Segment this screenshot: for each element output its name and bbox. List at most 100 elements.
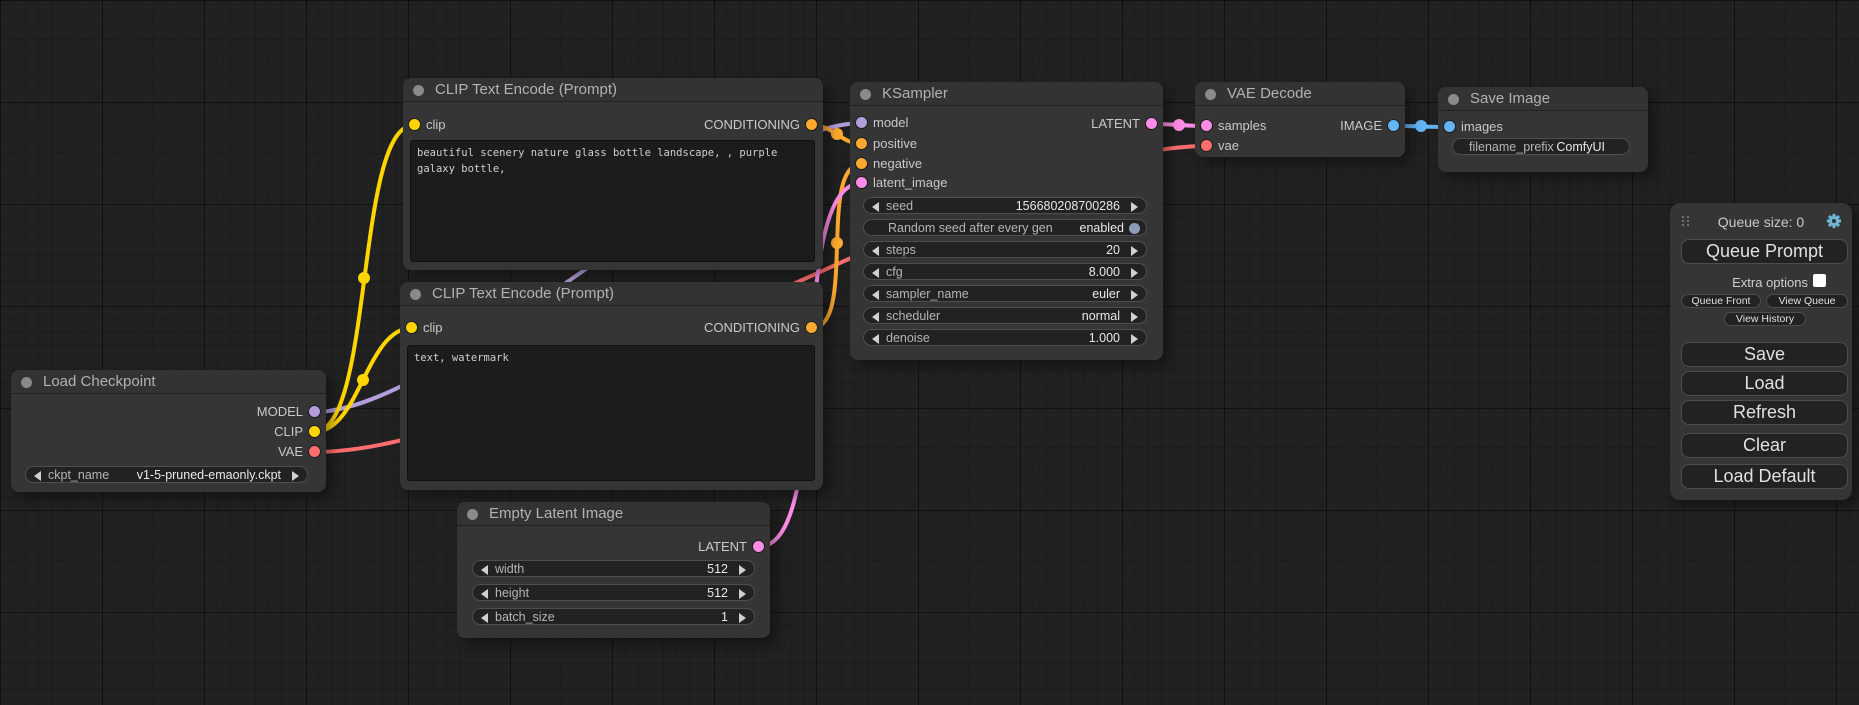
load-button[interactable]: Load	[1681, 371, 1848, 396]
widget-width[interactable]: width 512	[472, 560, 755, 577]
arrow-right-icon[interactable]	[1131, 311, 1138, 322]
widget-label: cfg	[886, 265, 903, 279]
latent-port-dot[interactable]	[753, 541, 764, 552]
arrow-right-icon[interactable]	[1131, 333, 1138, 344]
arrow-right-icon[interactable]	[1131, 245, 1138, 256]
toggle-dot-icon[interactable]	[1129, 222, 1140, 234]
extra-options-checkbox[interactable]	[1813, 274, 1826, 287]
collapse-dot-icon[interactable]	[860, 89, 871, 100]
arrow-left-icon[interactable]	[872, 333, 879, 344]
link-midpoint-dot	[831, 128, 843, 140]
widget-value: 512	[707, 586, 728, 600]
clear-button[interactable]: Clear	[1681, 433, 1848, 458]
view-queue-button[interactable]: View Queue	[1766, 294, 1848, 308]
collapse-dot-icon[interactable]	[410, 289, 421, 300]
node-load-checkpoint[interactable]: Load Checkpoint MODEL CLIP VAE ckpt_name…	[11, 370, 326, 492]
save-button[interactable]: Save	[1681, 342, 1848, 367]
arrow-left-icon[interactable]	[872, 201, 879, 212]
conditioning-port-dot[interactable]	[806, 322, 817, 333]
output-label: CLIP	[274, 424, 303, 439]
arrow-right-icon[interactable]	[739, 588, 746, 599]
arrow-right-icon[interactable]	[1131, 289, 1138, 300]
model-port-dot[interactable]	[856, 117, 867, 128]
arrow-left-icon[interactable]	[481, 588, 488, 599]
arrow-left-icon[interactable]	[872, 267, 879, 278]
image-port-dot[interactable]	[1444, 121, 1455, 132]
latent-port-dot[interactable]	[1201, 120, 1212, 131]
widget-height[interactable]: height 512	[472, 584, 755, 601]
arrow-right-icon[interactable]	[739, 564, 746, 575]
node-empty-latent-image[interactable]: Empty Latent Image LATENT width 512 heig…	[457, 502, 770, 638]
widget-cfg[interactable]: cfg 8.000	[863, 263, 1147, 280]
vae-port-dot[interactable]	[1201, 140, 1212, 151]
node-title-bar[interactable]: CLIP Text Encode (Prompt)	[403, 78, 823, 102]
queue-prompt-button[interactable]: Queue Prompt	[1681, 239, 1848, 264]
conditioning-port-dot[interactable]	[856, 138, 867, 149]
widget-denoise[interactable]: denoise 1.000	[863, 329, 1147, 346]
arrow-left-icon[interactable]	[481, 564, 488, 575]
clip-port-dot[interactable]	[409, 119, 420, 130]
prompt-text-area[interactable]: beautiful scenery nature glass bottle la…	[410, 140, 815, 262]
output-row-model: MODEL	[11, 403, 326, 421]
drag-handle-icon[interactable]	[1682, 216, 1690, 228]
node-title-bar[interactable]: Save Image	[1438, 87, 1648, 111]
node-title-bar[interactable]: VAE Decode	[1195, 82, 1405, 106]
node-clip-text-encode-positive[interactable]: CLIP Text Encode (Prompt) clip CONDITION…	[403, 78, 823, 270]
output-row-conditioning: CONDITIONING	[400, 319, 823, 337]
node-title-bar[interactable]: Empty Latent Image	[457, 502, 770, 526]
latent-port-dot[interactable]	[1146, 118, 1157, 129]
link-midpoint-dot	[1415, 120, 1427, 132]
vae-port-dot[interactable]	[309, 446, 320, 457]
prompt-text-area[interactable]: text, watermark	[407, 345, 815, 481]
arrow-left-icon[interactable]	[481, 612, 488, 623]
widget-value: 20	[1106, 243, 1120, 257]
image-port-dot[interactable]	[1388, 120, 1399, 131]
collapse-dot-icon[interactable]	[413, 85, 424, 96]
arrow-left-icon[interactable]	[872, 245, 879, 256]
arrow-left-icon[interactable]	[872, 289, 879, 300]
latent-port-dot[interactable]	[856, 177, 867, 188]
refresh-button[interactable]: Refresh	[1681, 400, 1848, 425]
widget-random-seed-toggle[interactable]: Random seed after every gen enabled	[863, 219, 1147, 236]
arrow-right-icon[interactable]	[292, 470, 299, 481]
extra-options-label: Extra options	[1732, 275, 1808, 290]
conditioning-port-dot[interactable]	[806, 119, 817, 130]
view-history-button[interactable]: View History	[1724, 312, 1806, 326]
arrow-right-icon[interactable]	[1131, 267, 1138, 278]
clip-port-dot[interactable]	[406, 322, 417, 333]
output-label: LATENT	[698, 539, 747, 554]
conditioning-port-dot[interactable]	[856, 158, 867, 169]
collapse-dot-icon[interactable]	[1448, 94, 1459, 105]
clip-port-dot[interactable]	[309, 426, 320, 437]
widget-filename-prefix[interactable]: filename_prefix ComfyUI	[1452, 138, 1630, 155]
node-title-bar[interactable]: Load Checkpoint	[11, 370, 326, 394]
arrow-right-icon[interactable]	[739, 612, 746, 623]
arrow-left-icon[interactable]	[872, 311, 879, 322]
node-clip-text-encode-negative[interactable]: CLIP Text Encode (Prompt) clip CONDITION…	[400, 282, 823, 490]
widget-steps[interactable]: steps 20	[863, 241, 1147, 258]
widget-scheduler[interactable]: scheduler normal	[863, 307, 1147, 324]
node-title-bar[interactable]: KSampler	[850, 82, 1163, 106]
output-label: VAE	[277, 444, 303, 459]
collapse-dot-icon[interactable]	[1205, 89, 1216, 100]
collapse-dot-icon[interactable]	[21, 377, 32, 388]
widget-batch-size[interactable]: batch_size 1	[472, 608, 755, 625]
node-save-image[interactable]: Save Image images filename_prefix ComfyU…	[1438, 87, 1648, 172]
collapse-dot-icon[interactable]	[467, 509, 478, 520]
widget-seed[interactable]: seed 156680208700286	[863, 197, 1147, 214]
arrow-right-icon[interactable]	[1131, 201, 1138, 212]
output-row-image: IMAGE	[1195, 117, 1405, 135]
node-ksampler[interactable]: KSampler model LATENT positive negative …	[850, 82, 1163, 360]
node-vae-decode[interactable]: VAE Decode samples IMAGE vae	[1195, 82, 1405, 157]
node-title: KSampler	[882, 85, 948, 102]
node-title-bar[interactable]: CLIP Text Encode (Prompt)	[400, 282, 823, 306]
widget-sampler-name[interactable]: sampler_name euler	[863, 285, 1147, 302]
load-default-button[interactable]: Load Default	[1681, 464, 1848, 489]
queue-front-button[interactable]: Queue Front	[1681, 294, 1761, 308]
arrow-left-icon[interactable]	[34, 470, 41, 481]
model-port-dot[interactable]	[309, 406, 320, 417]
gear-icon[interactable]	[1826, 213, 1842, 229]
widget-ckpt-name[interactable]: ckpt_name v1-5-pruned-emaonly.ckpt	[25, 466, 308, 483]
output-label: CONDITIONING	[703, 320, 800, 335]
